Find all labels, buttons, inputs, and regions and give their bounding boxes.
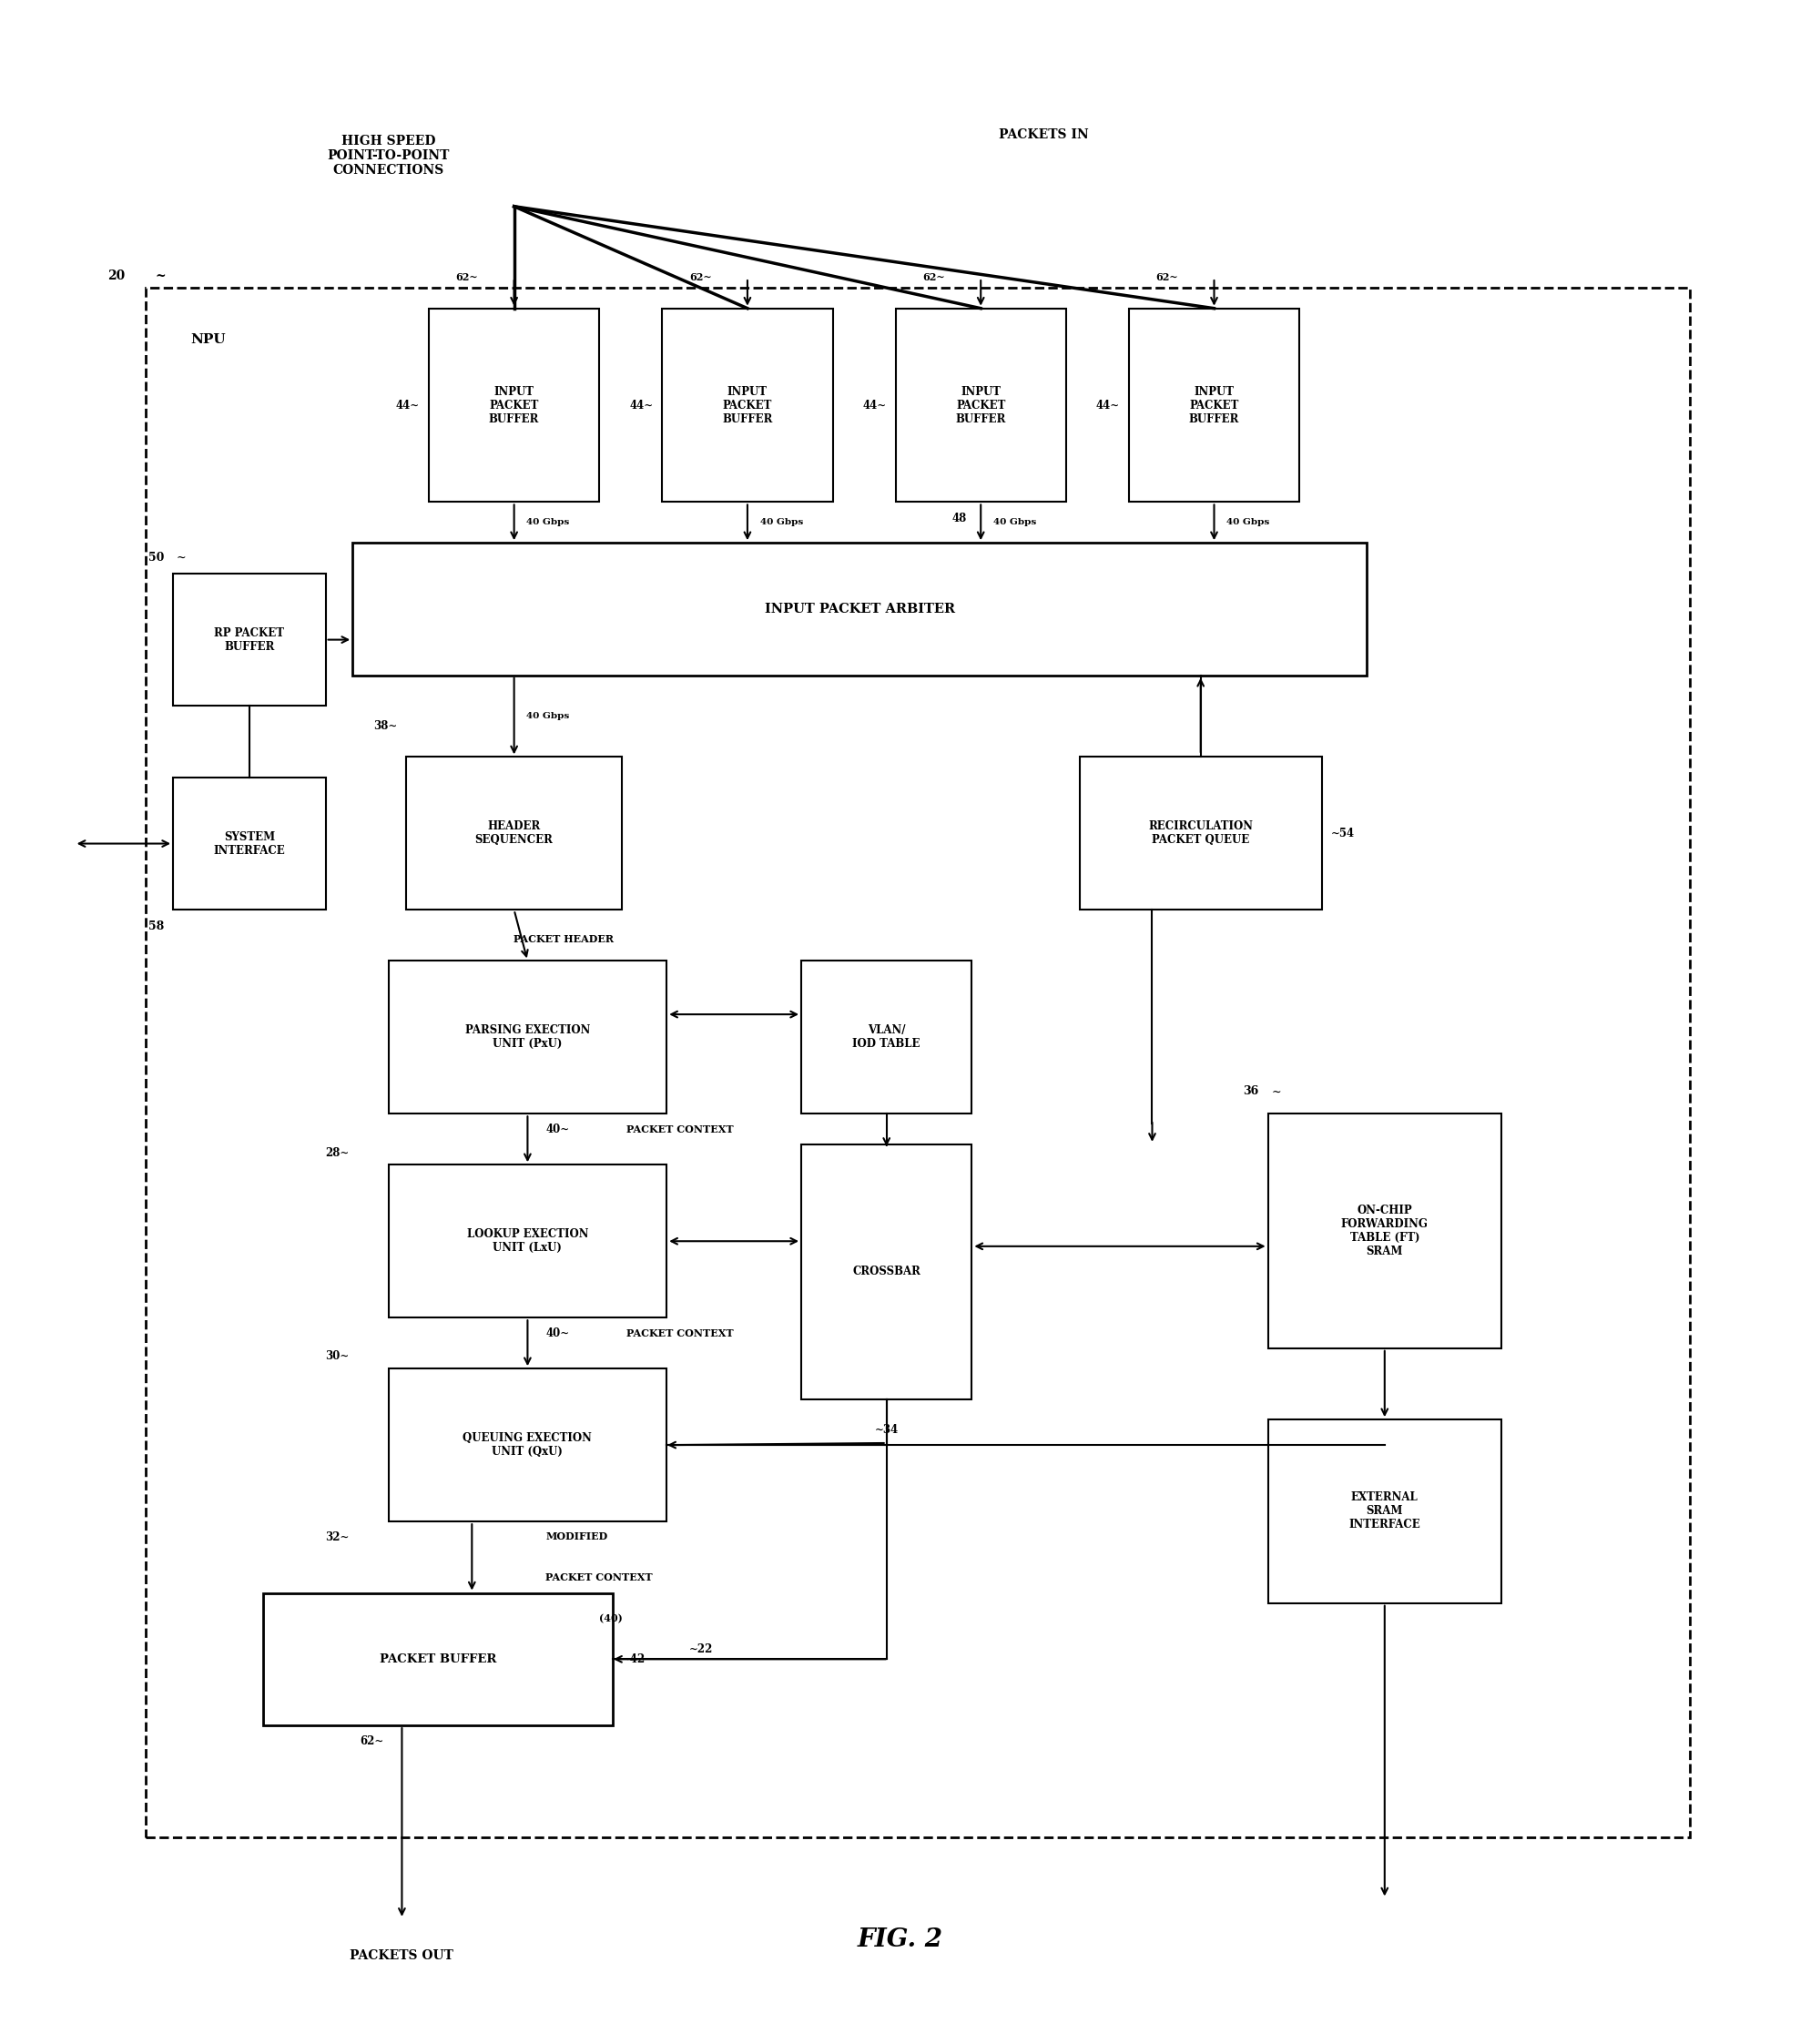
FancyBboxPatch shape xyxy=(801,1145,972,1400)
Text: 62~: 62~ xyxy=(455,272,479,282)
Text: 28~: 28~ xyxy=(326,1147,349,1159)
FancyBboxPatch shape xyxy=(1267,1114,1501,1349)
Text: 38~: 38~ xyxy=(374,722,398,732)
FancyBboxPatch shape xyxy=(146,288,1690,1838)
Text: PACKET HEADER: PACKET HEADER xyxy=(513,934,614,944)
Text: 40 Gbps: 40 Gbps xyxy=(527,711,569,719)
Text: 36: 36 xyxy=(1244,1085,1258,1098)
Text: NPU: NPU xyxy=(191,333,227,345)
Text: PACKET CONTEXT: PACKET CONTEXT xyxy=(626,1124,733,1134)
FancyBboxPatch shape xyxy=(1129,309,1300,503)
Text: 40~: 40~ xyxy=(545,1327,569,1339)
FancyBboxPatch shape xyxy=(1080,756,1321,910)
Text: INPUT
PACKET
BUFFER: INPUT PACKET BUFFER xyxy=(722,386,772,425)
Text: PACKETS IN: PACKETS IN xyxy=(999,129,1089,141)
FancyBboxPatch shape xyxy=(389,1369,666,1521)
Text: 40 Gbps: 40 Gbps xyxy=(1226,519,1269,527)
Text: ~54: ~54 xyxy=(1330,828,1355,840)
Text: PACKET CONTEXT: PACKET CONTEXT xyxy=(545,1572,653,1582)
Text: ~: ~ xyxy=(1271,1085,1282,1098)
Text: INPUT
PACKET
BUFFER: INPUT PACKET BUFFER xyxy=(490,386,540,425)
Text: 32~: 32~ xyxy=(326,1531,349,1543)
Text: VLAN/
IOD TABLE: VLAN/ IOD TABLE xyxy=(853,1024,920,1051)
Text: 40 Gbps: 40 Gbps xyxy=(994,519,1037,527)
Text: 20: 20 xyxy=(106,270,124,282)
FancyBboxPatch shape xyxy=(407,756,621,910)
FancyBboxPatch shape xyxy=(662,309,833,503)
Text: INPUT
PACKET
BUFFER: INPUT PACKET BUFFER xyxy=(1190,386,1240,425)
Text: SYSTEM
INTERFACE: SYSTEM INTERFACE xyxy=(214,830,284,856)
Text: ~42: ~42 xyxy=(621,1654,646,1666)
Text: ~22: ~22 xyxy=(689,1643,713,1656)
Text: 44~: 44~ xyxy=(862,399,887,411)
Text: 62~: 62~ xyxy=(360,1735,383,1748)
Text: 44~: 44~ xyxy=(630,399,653,411)
Text: HIGH SPEED
POINT-TO-POINT
CONNECTIONS: HIGH SPEED POINT-TO-POINT CONNECTIONS xyxy=(328,135,450,176)
Text: 48: 48 xyxy=(952,513,967,523)
Text: QUEUING EXECTION
UNIT (QxU): QUEUING EXECTION UNIT (QxU) xyxy=(463,1433,592,1457)
Text: PACKETS OUT: PACKETS OUT xyxy=(349,1950,454,1962)
Text: ON-CHIP
FORWARDING
TABLE (FT)
SRAM: ON-CHIP FORWARDING TABLE (FT) SRAM xyxy=(1341,1204,1427,1257)
FancyBboxPatch shape xyxy=(263,1592,612,1725)
Text: RP PACKET
BUFFER: RP PACKET BUFFER xyxy=(214,628,284,652)
Text: 30~: 30~ xyxy=(326,1351,349,1363)
Text: 62~: 62~ xyxy=(922,272,945,282)
Text: (40): (40) xyxy=(599,1613,623,1623)
Text: 62~: 62~ xyxy=(1156,272,1179,282)
Text: EXTERNAL
SRAM
INTERFACE: EXTERNAL SRAM INTERFACE xyxy=(1348,1492,1420,1531)
FancyBboxPatch shape xyxy=(1267,1421,1501,1602)
Text: 40 Gbps: 40 Gbps xyxy=(760,519,803,527)
Text: HEADER
SEQUENCER: HEADER SEQUENCER xyxy=(475,820,553,846)
FancyBboxPatch shape xyxy=(896,309,1066,503)
Text: 50: 50 xyxy=(148,552,164,564)
Text: 44~: 44~ xyxy=(396,399,419,411)
Text: 40~: 40~ xyxy=(545,1122,569,1134)
Text: 62~: 62~ xyxy=(689,272,711,282)
Text: MODIFIED: MODIFIED xyxy=(545,1531,608,1541)
Text: ~: ~ xyxy=(176,552,187,564)
FancyBboxPatch shape xyxy=(389,961,666,1114)
Text: INPUT
PACKET
BUFFER: INPUT PACKET BUFFER xyxy=(956,386,1006,425)
Text: 40 Gbps: 40 Gbps xyxy=(527,519,569,527)
Text: PACKET CONTEXT: PACKET CONTEXT xyxy=(626,1329,733,1339)
Text: 58: 58 xyxy=(148,920,164,932)
FancyBboxPatch shape xyxy=(801,961,972,1114)
Text: INPUT PACKET ARBITER: INPUT PACKET ARBITER xyxy=(765,603,954,615)
Text: FIG. 2: FIG. 2 xyxy=(857,1927,943,1952)
FancyBboxPatch shape xyxy=(353,544,1366,675)
Text: ~: ~ xyxy=(155,270,166,282)
FancyBboxPatch shape xyxy=(428,309,599,503)
Text: RECIRCULATION
PACKET QUEUE: RECIRCULATION PACKET QUEUE xyxy=(1148,820,1253,846)
Text: CROSSBAR: CROSSBAR xyxy=(853,1265,920,1278)
Text: PARSING EXECTION
UNIT (PxU): PARSING EXECTION UNIT (PxU) xyxy=(464,1024,590,1051)
Text: LOOKUP EXECTION
UNIT (LxU): LOOKUP EXECTION UNIT (LxU) xyxy=(466,1228,589,1253)
Text: 44~: 44~ xyxy=(1096,399,1120,411)
Text: ~34: ~34 xyxy=(875,1425,898,1435)
Text: PACKET BUFFER: PACKET BUFFER xyxy=(380,1654,497,1666)
FancyBboxPatch shape xyxy=(389,1165,666,1318)
FancyBboxPatch shape xyxy=(173,574,326,705)
FancyBboxPatch shape xyxy=(173,777,326,910)
